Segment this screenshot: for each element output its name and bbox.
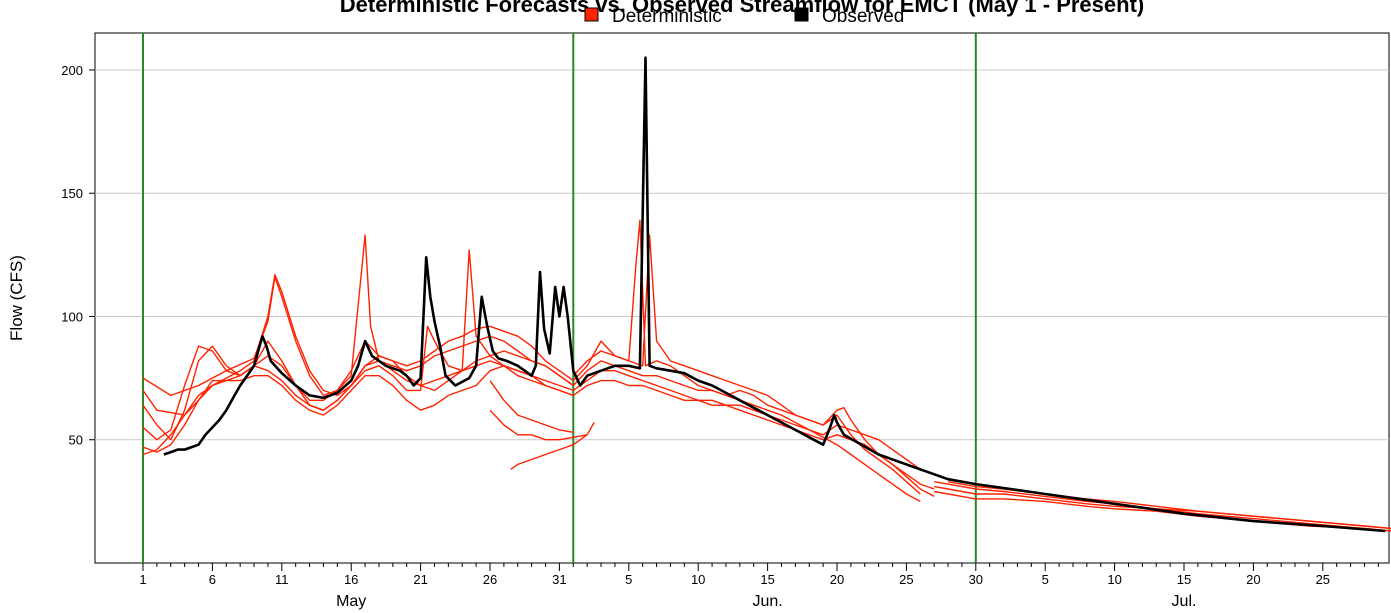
legend-label-observed: Observed — [822, 6, 904, 27]
x-tick-label: 11 — [275, 572, 289, 587]
legend-label-deterministic: Deterministic — [612, 6, 722, 27]
observed-series-group — [163, 56, 1386, 533]
x-tick-label: 30 — [969, 572, 983, 587]
deterministic-forecast-line — [142, 340, 574, 441]
y-axis-label: Flow (CFS) — [7, 255, 26, 341]
y-tick-label: 100 — [61, 309, 83, 324]
deterministic-forecast-line — [489, 380, 574, 433]
month-label: Jun. — [752, 593, 782, 610]
plot-area — [94, 32, 1390, 564]
x-tick-label: 26 — [483, 572, 497, 587]
y-tick-label: 50 — [69, 433, 83, 448]
month-boundary-lines — [142, 33, 977, 563]
x-tick-label: 5 — [1042, 572, 1049, 587]
x-tick-label: 20 — [830, 572, 844, 587]
deterministic-forecast-line — [142, 249, 574, 453]
x-tick-label: 25 — [899, 572, 913, 587]
deterministic-forecast-line — [489, 409, 588, 441]
y-tick-label: 150 — [61, 186, 83, 201]
deterministic-forecast-line — [142, 234, 574, 441]
x-tick-label: 5 — [625, 572, 632, 587]
chart-title: Deterministic Forecasts vs. Observed Str… — [340, 0, 1144, 17]
deterministic-forecast-line — [142, 273, 574, 416]
x-tick-label: 31 — [552, 572, 566, 587]
x-tick-label: 6 — [209, 572, 216, 587]
x-tick-label: 21 — [413, 572, 427, 587]
x-tick-label: 16 — [344, 572, 358, 587]
month-label: Jul. — [1172, 593, 1197, 610]
month-label: May — [336, 593, 366, 610]
y-tick-label: 200 — [61, 63, 83, 78]
x-tick-label: 20 — [1246, 572, 1260, 587]
observed-series-line — [163, 56, 1386, 533]
x-tick-label: 1 — [139, 572, 146, 587]
deterministic-forecast-line — [572, 360, 935, 498]
deterministic-forecast-line — [934, 485, 1391, 532]
x-tick-label: 10 — [691, 572, 705, 587]
x-tick-label: 15 — [760, 572, 774, 587]
deterministic-forecast-line — [510, 422, 595, 470]
x-tick-label: 10 — [1107, 572, 1121, 587]
x-tick-label: 15 — [1177, 572, 1191, 587]
deterministic-forecast-line — [572, 370, 935, 475]
grid-lines — [95, 69, 1389, 441]
legend-swatch-deterministic — [584, 7, 599, 22]
deterministic-forecast-line — [142, 365, 574, 456]
legend-swatch-observed — [794, 7, 809, 22]
chart-legend: Deterministic Observed — [584, 6, 904, 27]
y-axis: 50 100 150 200 — [61, 63, 95, 448]
x-tick-label: 25 — [1316, 572, 1330, 587]
